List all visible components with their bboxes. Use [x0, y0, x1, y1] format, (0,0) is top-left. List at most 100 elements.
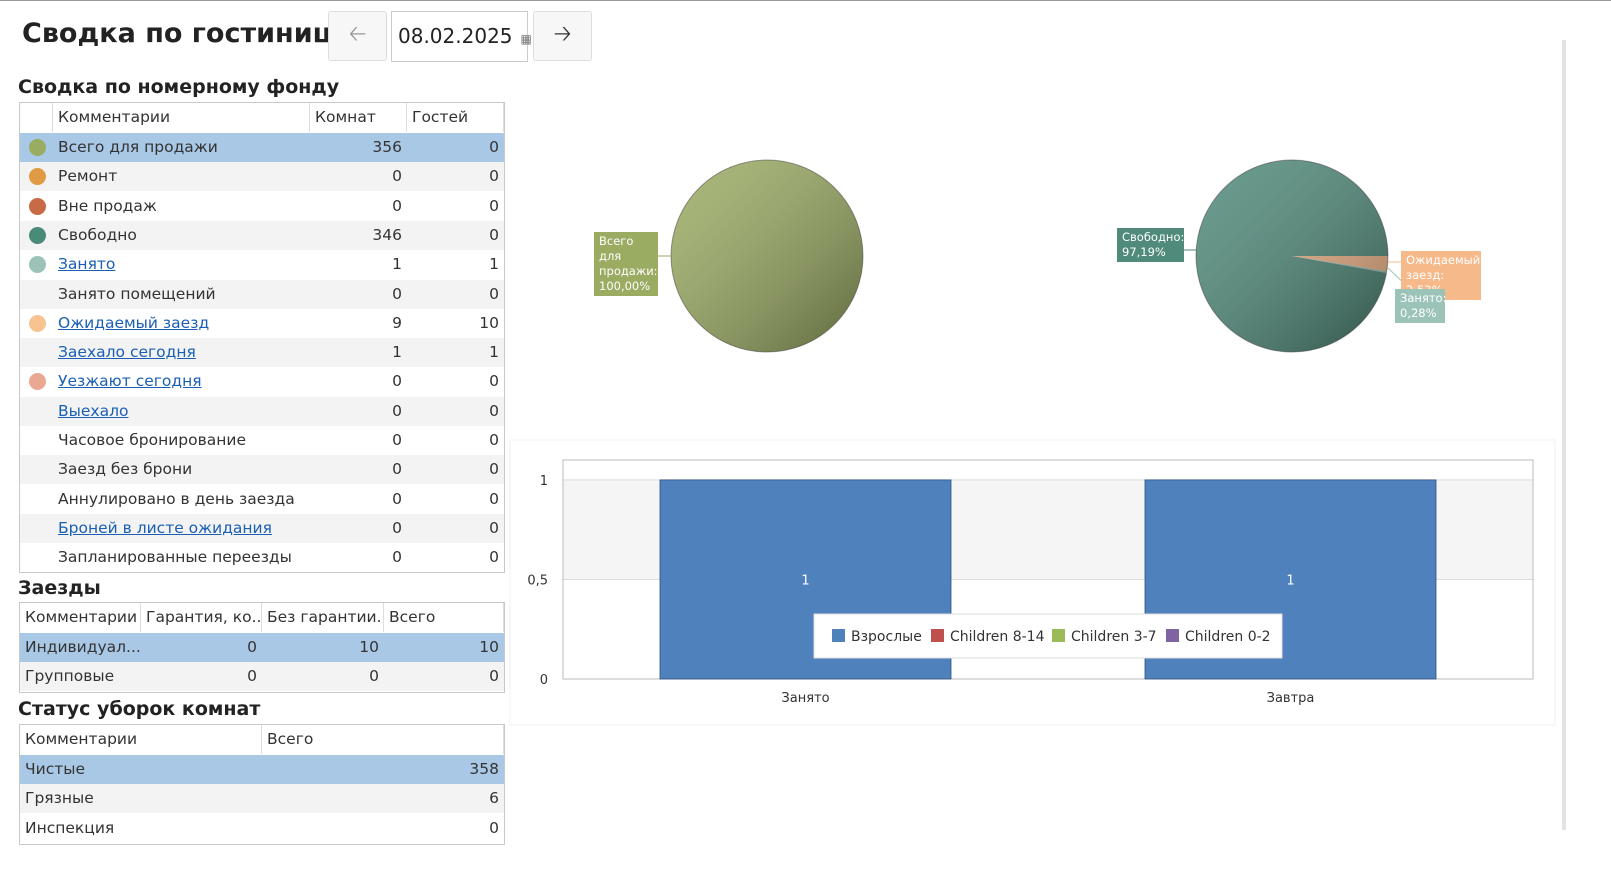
table-row[interactable]: Инспекция 0: [20, 813, 504, 843]
table-row[interactable]: Уезжают сегодня 0 0: [20, 367, 504, 397]
row-link[interactable]: Заехало сегодня: [58, 343, 196, 362]
header-cell: Гарантия, ко...: [141, 603, 262, 632]
prev-button[interactable]: 🡠: [328, 11, 387, 61]
value: 100,00%: [599, 279, 651, 293]
header-cell: Комментарии: [20, 725, 262, 754]
guests: 0: [489, 138, 499, 156]
table-row[interactable]: Свободно 346 0: [20, 220, 504, 250]
table-row[interactable]: Броней в листе ожидания 0 0: [20, 513, 504, 543]
table-cell: Инспекция: [25, 818, 115, 837]
guests: 0: [489, 225, 499, 244]
value: 0,28%: [1400, 306, 1437, 320]
pie-shade: [670, 159, 864, 353]
calendar-icon[interactable]: ▦: [520, 32, 532, 46]
guests: 0: [489, 196, 499, 215]
table-cell: 0: [489, 818, 499, 837]
table-row[interactable]: Ожидаемый заезд 9 10: [20, 308, 504, 338]
rooms: 0: [392, 372, 402, 391]
table-row[interactable]: Ремонт 0 0: [20, 162, 504, 192]
header-cell: Комментарии: [20, 603, 141, 632]
row-link[interactable]: Занято: [58, 255, 116, 274]
rooms: 346: [372, 225, 402, 244]
row-label: Вне продаж: [58, 196, 157, 215]
table-cell: 10: [479, 638, 499, 656]
status-dot: [29, 226, 46, 244]
table-cell: 0: [369, 667, 379, 686]
rooms: 1: [392, 255, 402, 274]
data-label: 1: [1286, 573, 1294, 588]
table-row[interactable]: Индивидуал... 0 10 10: [20, 633, 504, 662]
header-cell: [20, 103, 53, 132]
table-row[interactable]: Чистые 358: [20, 755, 504, 784]
table-row[interactable]: Часовое бронирование 0 0: [20, 426, 504, 455]
table-row[interactable]: Грязные 6: [20, 784, 504, 814]
row-label: Всего для продажи: [58, 138, 218, 156]
guests: 0: [489, 460, 499, 479]
data-label: Занято: 0,28%: [1395, 289, 1447, 323]
table-cell: 10: [359, 638, 379, 656]
rooms: 1: [392, 343, 402, 362]
row-link[interactable]: Ожидаемый заезд: [58, 313, 210, 332]
table-row[interactable]: Вне продаж 0 0: [20, 191, 504, 221]
guests: 0: [489, 431, 499, 449]
rooms: 0: [392, 401, 402, 420]
row-label: Часовое бронирование: [58, 431, 246, 449]
table-row[interactable]: Аннулировано в день заезда 0 0: [20, 484, 504, 514]
row-link[interactable]: Уезжают сегодня: [58, 372, 202, 391]
x-tick-label: Завтра: [1267, 691, 1315, 706]
status-dot: [29, 314, 46, 332]
header-cell: Комнат: [310, 103, 407, 132]
guests: 1: [489, 343, 499, 362]
rooms: 0: [392, 460, 402, 479]
row-label: Аннулировано в день заезда: [58, 489, 295, 508]
rooms: 0: [392, 167, 402, 186]
legend-label: Children 3-7: [1071, 629, 1157, 645]
legend-swatch: [1052, 629, 1065, 642]
y-tick-label: 0: [540, 673, 548, 688]
table-row[interactable]: Выехало 0 0: [20, 396, 504, 426]
legend: [813, 613, 1283, 659]
table-cell: Грязные: [25, 789, 94, 808]
status-dot: [29, 373, 46, 391]
section-title: Статус уборок комнат: [18, 698, 261, 720]
table-row[interactable]: Всего для продажи 356 0: [20, 133, 504, 162]
top-border: [0, 0, 1611, 1]
section-title: Сводка по номерному фонду: [18, 76, 340, 98]
chart-frame: [509, 439, 1556, 726]
header-cell: Гостей: [407, 103, 504, 132]
table-row[interactable]: Заехало сегодня 1 1: [20, 338, 504, 368]
legend-label: Children 0-2: [1185, 629, 1271, 645]
row-label: Ремонт: [58, 167, 118, 186]
guests: 0: [489, 284, 499, 303]
row-label: Занято помещений: [58, 284, 216, 303]
row-link[interactable]: Выехало: [58, 401, 129, 420]
status-dot: [29, 256, 46, 274]
rooms: 0: [392, 284, 402, 303]
date-input[interactable]: 08.02.2025 ▦: [391, 11, 532, 62]
plot-border: [562, 459, 1534, 680]
guests: 0: [489, 548, 499, 567]
status-dot: [29, 139, 46, 156]
x-tick-label: Занято: [781, 691, 829, 706]
table-cell: 0: [247, 667, 257, 686]
legend-label: Взрослые: [851, 629, 922, 645]
table-cell: Чистые: [25, 760, 86, 778]
rooms: 0: [392, 518, 402, 537]
table-row[interactable]: Заезд без брони 0 0: [20, 455, 504, 485]
table-row[interactable]: Занято помещений 0 0: [20, 279, 504, 309]
table-cell: 0: [489, 667, 499, 686]
table-row[interactable]: Групповые 0 0 0: [20, 662, 504, 692]
table-cell: Групповые: [25, 667, 115, 686]
row-label: Свободно: [58, 225, 137, 244]
category: Ожидаемый заезд:: [1406, 253, 1481, 282]
table-row[interactable]: Занято 1 1: [20, 250, 504, 280]
y-tick-label: 1: [540, 474, 548, 489]
header-cell: Всего: [262, 725, 504, 754]
header-cell: Всего: [384, 603, 504, 632]
scrollbar[interactable]: [1562, 40, 1566, 830]
category: Занято:: [1400, 291, 1447, 305]
table-row[interactable]: Запланированные переезды 0 0: [20, 543, 504, 573]
next-button[interactable]: 🡢: [533, 11, 592, 61]
row-link[interactable]: Броней в листе ожидания: [58, 518, 272, 537]
